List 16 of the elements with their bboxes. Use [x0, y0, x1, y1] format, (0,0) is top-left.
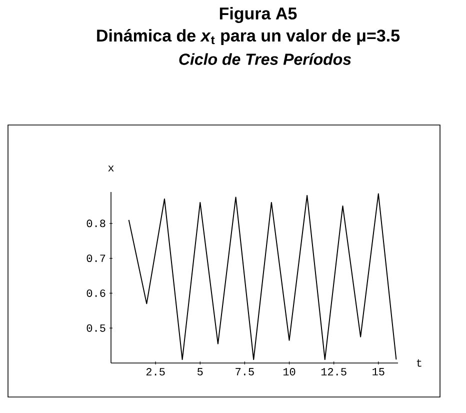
y-tick-label: 0.6: [86, 289, 106, 297]
x-tick-label: 7.5: [236, 368, 254, 376]
chart-title: Figura A5: [220, 7, 297, 23]
y-tick-label: 0.7: [86, 254, 106, 262]
line-series: [128, 193, 397, 360]
y-tick-label: 0.5: [86, 324, 106, 332]
x-tick-label: 15: [372, 368, 384, 376]
x-tick-label: 10: [283, 368, 296, 376]
x-tick-label: 5: [198, 368, 203, 376]
x-tick-label: 12.5: [321, 368, 346, 376]
y-axis-title: x: [108, 166, 114, 172]
x-axis-title: t: [416, 359, 422, 367]
y-tick-label: 0.8: [86, 220, 106, 228]
chart-subtitle: Dinámica de x$_{t}$ para un valor de μ=3.5: [97, 29, 400, 45]
x-tick-label: 2.5: [146, 368, 165, 376]
text: Ciclo de Tres Períodos: [179, 53, 351, 65]
